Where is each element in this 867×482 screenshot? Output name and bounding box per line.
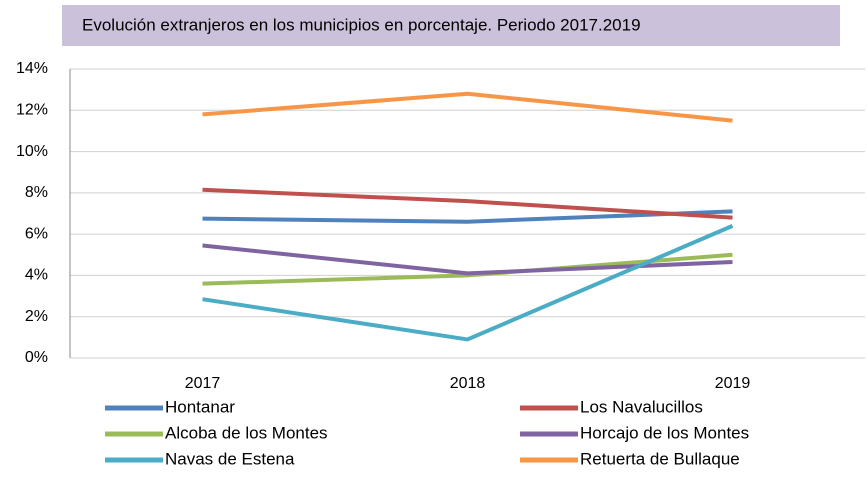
y-tick-label: 14% [16, 60, 48, 77]
y-tick-label: 6% [25, 225, 48, 242]
series-line [202, 209, 733, 224]
legend-label: Hontanar [165, 397, 235, 416]
legend-label: Los Navalucillos [580, 397, 703, 416]
series-line [202, 187, 733, 220]
y-tick-label: 2% [25, 308, 48, 325]
y-tick-label: 4% [25, 267, 48, 284]
y-tick-label: 10% [16, 143, 48, 160]
legend-label: Retuerta de Bullaque [580, 449, 740, 468]
x-tick-label: 2017 [185, 375, 221, 392]
x-tick-label: 2018 [450, 375, 486, 392]
legend-label: Navas de Estena [165, 449, 295, 468]
y-tick-label: 8% [25, 184, 48, 201]
x-tick-label: 2019 [715, 375, 751, 392]
chart-title: Evolución extranjeros en los municipios … [82, 15, 641, 34]
series-line [202, 224, 734, 342]
title-box [62, 5, 840, 46]
y-tick-label: 0% [25, 349, 48, 366]
legend-label: Alcoba de los Montes [165, 423, 328, 442]
series-line [202, 91, 733, 123]
legend-label: Horcajo de los Montes [580, 423, 749, 442]
y-tick-label: 12% [16, 102, 48, 119]
